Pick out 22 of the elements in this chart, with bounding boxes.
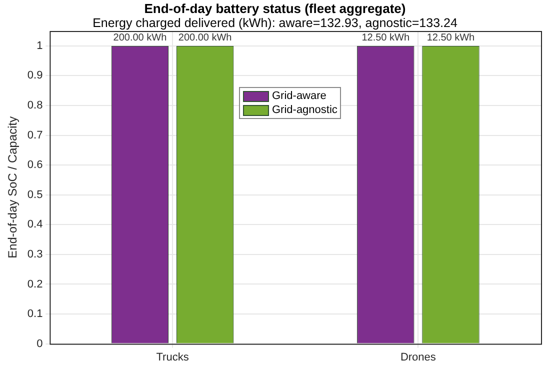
y-tick-label: 0.9 [27,70,43,82]
y-tick-label: 0.2 [27,278,43,290]
legend-label: Grid-aware [272,90,326,102]
chart-title: End-of-day battery status (fleet aggregate) [143,1,407,16]
y-tick-label: 0.7 [27,129,43,142]
y-tick-label: 0.5 [27,188,43,201]
chart-subtitle: Energy charged delivered (kWh): aware=132.93, agnostic=133.24 [92,16,458,30]
annotation: 200.00 kWh [178,32,232,44]
y-tick-label: 1 [36,40,43,52]
y-tick-label: 0.8 [27,100,43,112]
annotation: 200.00 kWh [113,32,167,44]
y-tick-label: 0.1 [27,308,43,320]
y-tick-label: 0.4 [27,218,43,231]
x-tick-label: Trucks [156,351,190,364]
y-axis-title: End-of-day SoC / Capacity [6,116,20,258]
x-tick-label: Drones [400,351,436,364]
y-tick-label: 0.3 [27,248,43,260]
y-tick-label: 0 [36,338,43,350]
y-tick-label: 0.6 [27,159,43,172]
annotation: 12.50 kWh [426,32,475,44]
annotation: 12.50 kWh [362,32,410,44]
legend-label: Grid-agnostic [272,104,338,116]
